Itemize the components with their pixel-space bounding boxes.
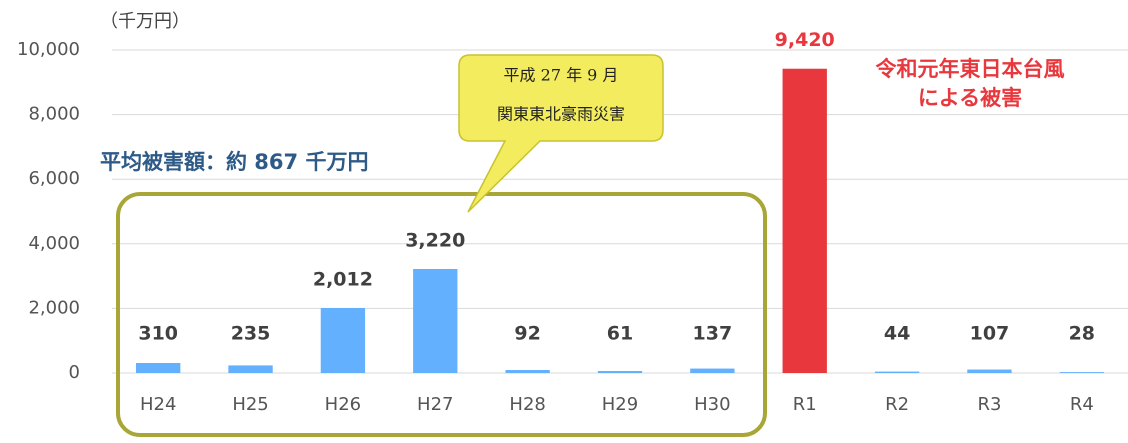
average-note: 平均被害額：約 867 千万円 — [100, 150, 368, 174]
value-label: 2,012 — [313, 269, 373, 291]
bar — [874, 371, 920, 373]
bar — [136, 362, 181, 373]
x-tick-label: H26 — [325, 394, 361, 415]
value-label: 28 — [1069, 323, 1095, 345]
value-label: 235 — [231, 323, 271, 345]
callout-box — [458, 54, 664, 213]
bar — [690, 368, 735, 373]
bar — [782, 68, 827, 373]
y-tick-label: 2,000 — [28, 297, 80, 318]
bar — [1059, 372, 1104, 373]
value-label: 107 — [970, 323, 1010, 345]
y-tick-label: 0 — [69, 362, 80, 383]
highlight-note: による被害 — [918, 86, 1022, 110]
callout-line: 平成 27 年 9 月 — [504, 66, 619, 85]
y-tick-label: 10,000 — [17, 39, 80, 60]
value-label: 92 — [514, 323, 540, 345]
unit-label: （千万円） — [100, 11, 190, 32]
y-tick-label: 6,000 — [28, 168, 80, 189]
value-label: 3,220 — [405, 229, 465, 251]
y-tick-label: 4,000 — [28, 233, 80, 254]
x-tick-label: H25 — [232, 394, 268, 415]
highlight-note: 令和元年東日本台風 — [876, 57, 1065, 81]
y-tick-label: 8,000 — [28, 104, 80, 125]
x-tick-label: H24 — [140, 394, 176, 415]
bar — [597, 371, 643, 373]
x-tick-label: R2 — [885, 394, 909, 415]
value-label: 61 — [607, 323, 633, 345]
x-tick-label: R1 — [793, 394, 817, 415]
x-tick-label: H28 — [509, 394, 545, 415]
value-label: 137 — [693, 323, 733, 345]
x-tick-label: R4 — [1070, 394, 1094, 415]
value-label: 310 — [138, 323, 178, 345]
x-tick-label: H30 — [694, 394, 730, 415]
x-tick-label: H29 — [602, 394, 638, 415]
value-label: 44 — [884, 323, 910, 345]
x-tick-label: R3 — [977, 394, 1001, 415]
x-tick-label: H27 — [417, 394, 453, 415]
bar — [967, 369, 1012, 373]
bar — [320, 308, 366, 373]
bar — [505, 370, 550, 373]
bar — [413, 268, 458, 373]
value-label: 9,420 — [775, 29, 835, 51]
bar — [228, 365, 273, 373]
period-frame — [116, 192, 767, 437]
callout-line: 関東東北豪雨災害 — [497, 105, 625, 124]
